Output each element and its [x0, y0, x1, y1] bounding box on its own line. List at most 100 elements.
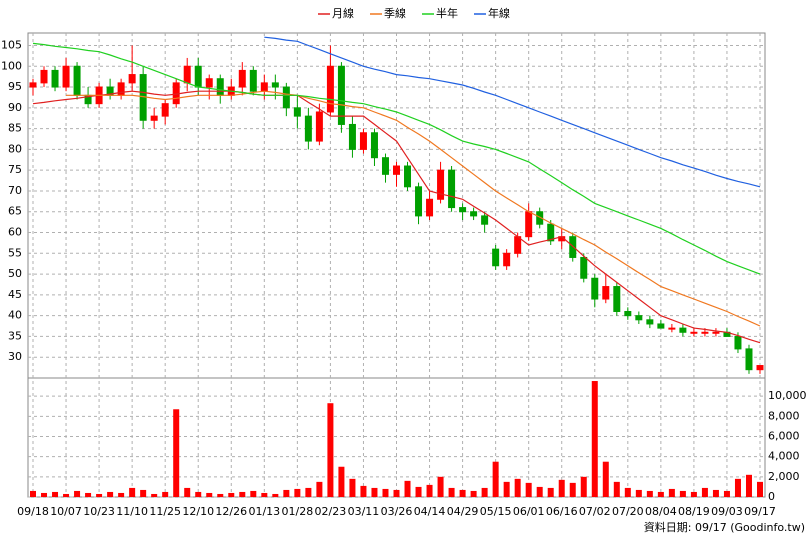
candle-body	[459, 207, 467, 213]
candle-body	[492, 248, 500, 267]
y2-tick-label: 4,000	[768, 450, 800, 463]
volume-bar	[283, 489, 290, 497]
x-tick-label: 02/23	[315, 505, 347, 518]
volume-bar	[657, 491, 664, 497]
candle-body	[635, 315, 643, 321]
volume-bar	[745, 474, 752, 497]
volume-bar	[470, 490, 477, 497]
volume-bar	[679, 490, 686, 497]
volume-bar	[701, 487, 708, 497]
candle-body	[514, 236, 522, 254]
candle-body	[613, 286, 621, 312]
volume-bar	[734, 478, 741, 497]
ma-line	[32, 90, 761, 344]
x-tick-label: 09/17	[744, 505, 776, 518]
volume-bar	[481, 487, 488, 497]
y-tick-label: 90	[8, 101, 22, 114]
volume-bar	[503, 481, 510, 497]
volume-bar	[305, 487, 312, 497]
x-tick-label: 04/29	[447, 505, 479, 518]
x-tick-label: 11/25	[149, 505, 181, 518]
volume-bar	[712, 489, 719, 497]
ma-line	[32, 42, 761, 275]
x-tick-label: 06/16	[546, 505, 578, 518]
volume-bar	[547, 487, 554, 497]
candle-body	[238, 69, 246, 88]
volume-bar	[757, 481, 763, 497]
candle-body	[29, 82, 37, 88]
y-tick-label: 65	[8, 205, 22, 218]
candle-body	[756, 365, 764, 371]
candle-body	[712, 331, 720, 334]
volume-bar	[195, 491, 202, 497]
candle-body	[51, 69, 59, 88]
candle-body	[591, 277, 599, 300]
volume-bar	[338, 466, 345, 497]
x-tick-label: 01/13	[248, 505, 280, 518]
volume-bar	[184, 487, 191, 497]
candle-body	[62, 65, 70, 88]
volume-bar	[624, 487, 631, 497]
x-tick-label: 08/19	[678, 505, 710, 518]
volume-bar	[30, 490, 36, 497]
candle-body	[73, 65, 81, 96]
x-tick-label: 09/03	[711, 505, 743, 518]
y2-tick-label: 10,000	[768, 389, 807, 402]
candle-body	[470, 211, 478, 217]
y-tick-label: 40	[8, 309, 22, 322]
volume-bar	[294, 488, 301, 497]
volume-bar	[107, 491, 114, 497]
volume-bar	[360, 485, 367, 497]
candle-body	[249, 69, 257, 92]
y-tick-label: 55	[8, 246, 22, 259]
volume-bar	[316, 481, 323, 497]
volume-bar	[514, 478, 521, 497]
x-tick-label: 10/07	[50, 505, 82, 518]
volume-bar	[558, 479, 565, 497]
volume-bar	[173, 409, 180, 497]
volume-bar	[415, 486, 422, 497]
x-tick-label: 07/20	[612, 505, 644, 518]
volume-bar	[492, 461, 499, 497]
y-tick-label: 75	[8, 163, 22, 176]
candle-body	[359, 132, 367, 150]
volume-bar	[536, 486, 543, 497]
candle-body	[205, 78, 213, 88]
y2-tick-label: 8,000	[768, 409, 800, 422]
volume-bar	[426, 484, 433, 497]
candle-body	[337, 65, 345, 125]
candle-body	[701, 331, 709, 334]
volume-bar	[162, 491, 169, 497]
candle-body	[40, 69, 48, 84]
candle-body	[117, 82, 125, 96]
y-tick-label: 105	[1, 38, 22, 51]
candle-body	[304, 115, 312, 142]
volume-bar	[580, 476, 587, 497]
candle-body	[503, 252, 511, 267]
candle-body	[282, 86, 290, 109]
volume-bar	[569, 482, 576, 497]
y-tick-label: 45	[8, 288, 22, 301]
volume-bar	[118, 492, 125, 497]
candle-body	[161, 103, 169, 117]
candle-body	[547, 223, 555, 242]
x-tick-label: 04/14	[414, 505, 446, 518]
volume-bar	[206, 492, 213, 497]
candle-body	[690, 331, 698, 334]
volume-bar	[646, 490, 653, 497]
candle-body	[260, 82, 268, 92]
y-tick-label: 100	[1, 59, 22, 72]
y-tick-label: 30	[8, 350, 22, 363]
volume-bar	[261, 492, 268, 497]
volume-bar	[602, 461, 609, 497]
candle-body	[216, 78, 224, 96]
volume-bar	[327, 403, 334, 497]
y-tick-label: 35	[8, 329, 22, 342]
volume-bar	[525, 482, 532, 497]
candle-body	[745, 348, 753, 371]
volume-bar	[239, 491, 246, 497]
y-tick-label: 50	[8, 267, 22, 280]
y2-tick-label: 2,000	[768, 470, 800, 483]
volume-bar	[668, 488, 675, 497]
